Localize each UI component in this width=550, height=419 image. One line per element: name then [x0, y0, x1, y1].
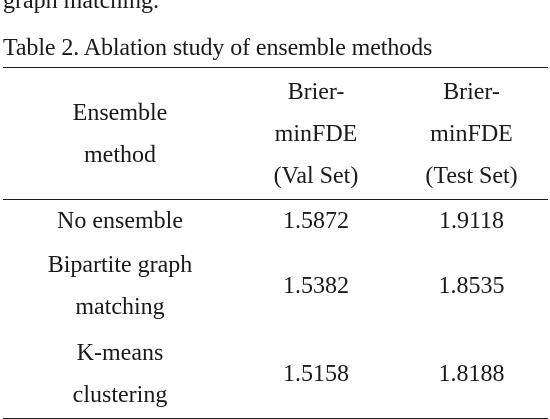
- cell-test: 1.9118: [438, 208, 505, 234]
- table-row: No ensemble 1.5872 1.9118: [3, 200, 548, 243]
- header-line: Ensemble: [72, 99, 168, 126]
- method-line: Bipartite graph: [47, 252, 193, 278]
- table-row: Bipartite graph matching 1.5382 1.8535: [3, 242, 548, 330]
- header-line: (Test Set): [425, 162, 518, 189]
- method-line: No ensemble: [57, 208, 183, 234]
- table-header-row: Ensemble method Brier- minFDE (Val Set) …: [3, 67, 548, 200]
- cell-method: No ensemble: [3, 200, 237, 243]
- method-line: matching: [75, 294, 165, 320]
- table-caption: Table 2. Ablation study of ensemble meth…: [3, 35, 433, 61]
- header-ensemble-method: Ensemble method: [3, 68, 237, 200]
- header-line: minFDE: [430, 120, 513, 147]
- header-line: (Val Set): [273, 162, 359, 189]
- cell-method: K-means clustering: [3, 330, 237, 418]
- cell-val: 1.5872: [283, 208, 349, 234]
- header-line: minFDE: [274, 120, 358, 147]
- cell-test: 1.8188: [438, 360, 505, 387]
- preceding-text: graph matching.: [3, 0, 159, 14]
- cell-val: 1.5158: [283, 360, 349, 387]
- header-line: Brier-: [287, 78, 345, 105]
- method-line: K-means: [76, 339, 164, 366]
- cell-val: 1.5382: [283, 273, 349, 299]
- cell-method: Bipartite graph matching: [3, 242, 237, 330]
- ablation-table: Ensemble method Brier- minFDE (Val Set) …: [3, 67, 548, 419]
- cell-test: 1.8535: [438, 273, 505, 299]
- header-test-set: Brier- minFDE (Test Set): [395, 68, 548, 200]
- header-val-set: Brier- minFDE (Val Set): [237, 68, 395, 200]
- header-line: method: [84, 141, 156, 168]
- method-line: clustering: [72, 381, 168, 408]
- table-row: K-means clustering 1.5158 1.8188: [3, 330, 548, 418]
- header-line: Brier-: [443, 78, 500, 105]
